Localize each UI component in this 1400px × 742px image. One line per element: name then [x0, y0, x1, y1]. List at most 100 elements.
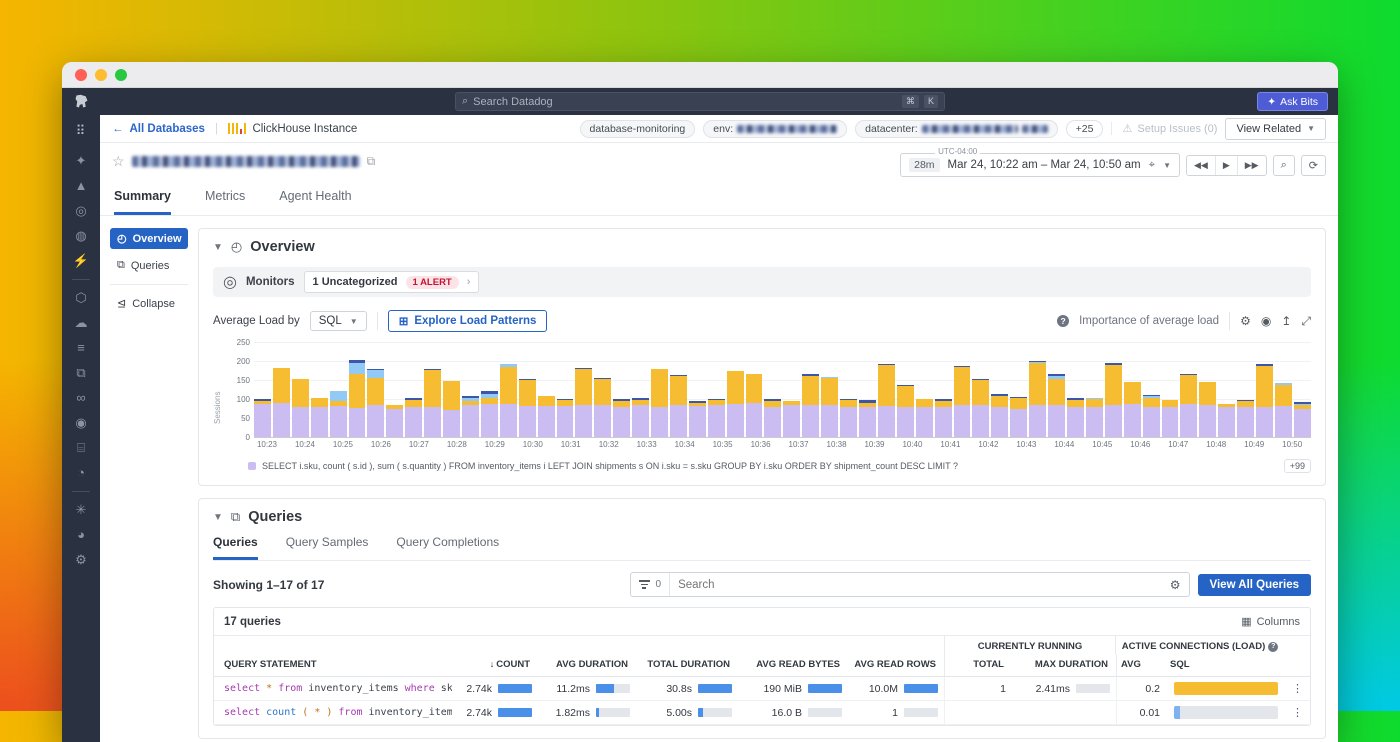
avg-load-select[interactable]: SQL ▼: [309, 311, 367, 331]
stacked-bar[interactable]: [651, 369, 668, 437]
column-header-avg-duration[interactable]: AVG DURATION: [538, 655, 636, 677]
stacked-bar[interactable]: [480, 390, 498, 437]
stacked-bar[interactable]: [764, 399, 782, 437]
stacked-bar[interactable]: [575, 367, 593, 437]
service-map-icon[interactable]: ⬡: [75, 290, 87, 305]
stacked-bar[interactable]: [821, 376, 839, 437]
explore-load-patterns-button[interactable]: ⊞ Explore Load Patterns: [387, 310, 548, 332]
datadog-logo[interactable]: [62, 93, 100, 110]
stacked-bar[interactable]: [386, 405, 404, 437]
view-all-queries-button[interactable]: View All Queries: [1197, 573, 1311, 596]
stacked-bar[interactable]: [1293, 402, 1311, 437]
stacked-bar[interactable]: [669, 375, 687, 437]
stacked-bar[interactable]: [254, 399, 271, 437]
setup-issues-button[interactable]: ⚠ Setup Issues (0): [1111, 122, 1217, 135]
stacked-bar[interactable]: [688, 401, 706, 437]
help-icon[interactable]: ?: [1057, 315, 1070, 327]
global-search-input[interactable]: ⌕ Search Datadog ⌘ K: [455, 92, 945, 111]
watchdog-icon[interactable]: ◎: [75, 203, 87, 218]
settings-icon[interactable]: ⚙: [75, 552, 87, 567]
stacked-bar[interactable]: [1085, 397, 1103, 437]
broadcast-icon[interactable]: ◉: [1260, 314, 1272, 328]
tag-database-monitoring[interactable]: database-monitoring: [579, 119, 696, 138]
breadcrumb-all-databases[interactable]: All Databases: [129, 122, 205, 135]
more-tags-badge[interactable]: +25: [1065, 119, 1104, 138]
ask-bits-button[interactable]: ✦ Ask Bits: [1257, 92, 1328, 111]
security-icon[interactable]: ◉: [75, 415, 87, 430]
help-icon[interactable]: ?: [1268, 641, 1279, 652]
stacked-bar[interactable]: [1066, 397, 1084, 437]
fullscreen-icon[interactable]: ⤢: [1301, 313, 1311, 328]
tab-summary[interactable]: Summary: [114, 189, 171, 215]
stacked-bar[interactable]: [896, 384, 914, 437]
sidebar-item-queries[interactable]: ⧉ Queries: [117, 259, 170, 272]
monitor-group-button[interactable]: 1 Uncategorized 1 ALERT ›: [303, 271, 480, 293]
stacked-bar[interactable]: [859, 399, 876, 437]
stacked-bar[interactable]: [1237, 399, 1255, 437]
gear-icon[interactable]: ⚙: [1240, 314, 1251, 328]
stacked-bar[interactable]: [1142, 395, 1160, 437]
stacked-bar[interactable]: [443, 380, 460, 437]
stacked-bar[interactable]: [329, 391, 347, 437]
column-header-avg[interactable]: AVG: [1116, 655, 1166, 677]
stacked-bar[interactable]: [499, 364, 517, 437]
stacked-bar[interactable]: [1218, 403, 1236, 437]
sidebar-item-collapse[interactable]: ⊴ Collapse: [117, 297, 176, 311]
zoom-window-button[interactable]: [115, 68, 127, 81]
stacked-bar[interactable]: [915, 399, 933, 437]
stacked-bar[interactable]: [1104, 363, 1122, 437]
table-row[interactable]: select count ( * ) from inventory_items 2…: [214, 701, 1310, 725]
column-header-total-duration[interactable]: TOTAL DURATION: [636, 655, 738, 677]
stacked-bar[interactable]: [1199, 381, 1217, 437]
stacked-bar[interactable]: [594, 378, 612, 437]
monitors-icon[interactable]: ◔: [77, 465, 85, 480]
gauge-icon[interactable]: ◕: [77, 527, 85, 542]
stacked-bar[interactable]: [802, 374, 820, 437]
close-window-button[interactable]: [75, 68, 87, 81]
stacked-bar[interactable]: [726, 370, 744, 437]
time-range-picker[interactable]: UTC-04:00 28m Mar 24, 10:22 am – Mar 24,…: [900, 147, 1180, 177]
tag-datacenter[interactable]: datacenter:: [855, 119, 1058, 138]
row-menu-icon[interactable]: ⋮: [1292, 707, 1303, 719]
stacked-bar[interactable]: [613, 399, 631, 437]
stacked-bar[interactable]: [310, 397, 328, 437]
queries-tab-query-samples[interactable]: Query Samples: [285, 535, 369, 549]
stacked-bar[interactable]: [1180, 373, 1198, 437]
stacked-bar[interactable]: [953, 365, 971, 437]
query-statement[interactable]: select count ( * ) from inventory_items: [224, 707, 452, 718]
stacked-bar[interactable]: [783, 400, 801, 437]
minimize-window-button[interactable]: [95, 68, 107, 81]
sidebar-item-overview[interactable]: ◴ Overview: [110, 228, 188, 249]
view-related-button[interactable]: View Related ▼: [1225, 117, 1326, 140]
query-statement[interactable]: select * from inventory_items where sku …: [224, 683, 452, 694]
stacked-bar[interactable]: [291, 378, 309, 437]
legend-more-badge[interactable]: +99: [1283, 459, 1311, 473]
stacked-bar[interactable]: [424, 368, 442, 437]
stacked-bar[interactable]: [1161, 399, 1179, 437]
stacked-bar[interactable]: [877, 364, 895, 437]
tag-env[interactable]: env:: [703, 119, 848, 138]
copy-icon[interactable]: ⧉: [366, 154, 376, 168]
stacked-bar[interactable]: [1123, 381, 1141, 437]
filter-button[interactable]: 0: [631, 573, 671, 596]
stacked-bar[interactable]: [972, 379, 990, 437]
queries-search-input[interactable]: [670, 578, 1170, 591]
stacked-bar[interactable]: [632, 398, 650, 437]
column-header-query-statement[interactable]: QUERY STATEMENT: [214, 655, 452, 677]
llm-observability-icon[interactable]: ◍: [75, 228, 87, 243]
back-arrow-icon[interactable]: ←: [112, 122, 124, 135]
stacked-bar[interactable]: [1256, 364, 1273, 437]
collapse-chevron-icon[interactable]: ▼: [213, 511, 223, 523]
refresh-icon[interactable]: ⟳: [1300, 154, 1326, 176]
star-icon[interactable]: ☆: [112, 153, 125, 169]
stacked-bar[interactable]: [518, 378, 536, 437]
stacked-bar[interactable]: [556, 399, 574, 437]
column-header-sql[interactable]: SQL: [1166, 655, 1284, 677]
search-settings-icon[interactable]: ⚙: [1169, 577, 1181, 592]
time-forward-button[interactable]: ▶▶: [1236, 155, 1266, 175]
stacked-bar[interactable]: [272, 367, 290, 437]
cloud-security-icon[interactable]: ☁: [74, 315, 88, 330]
notebooks-icon[interactable]: ⌸: [77, 440, 85, 455]
stacked-bar[interactable]: [348, 360, 366, 437]
collapse-chevron-icon[interactable]: ▼: [213, 241, 223, 253]
